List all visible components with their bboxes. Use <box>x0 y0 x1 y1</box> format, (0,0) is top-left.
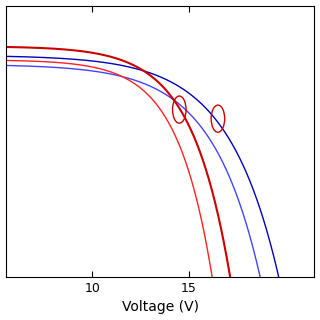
X-axis label: Voltage (V): Voltage (V) <box>122 300 198 315</box>
Text: 65: 65 <box>0 319 1 320</box>
